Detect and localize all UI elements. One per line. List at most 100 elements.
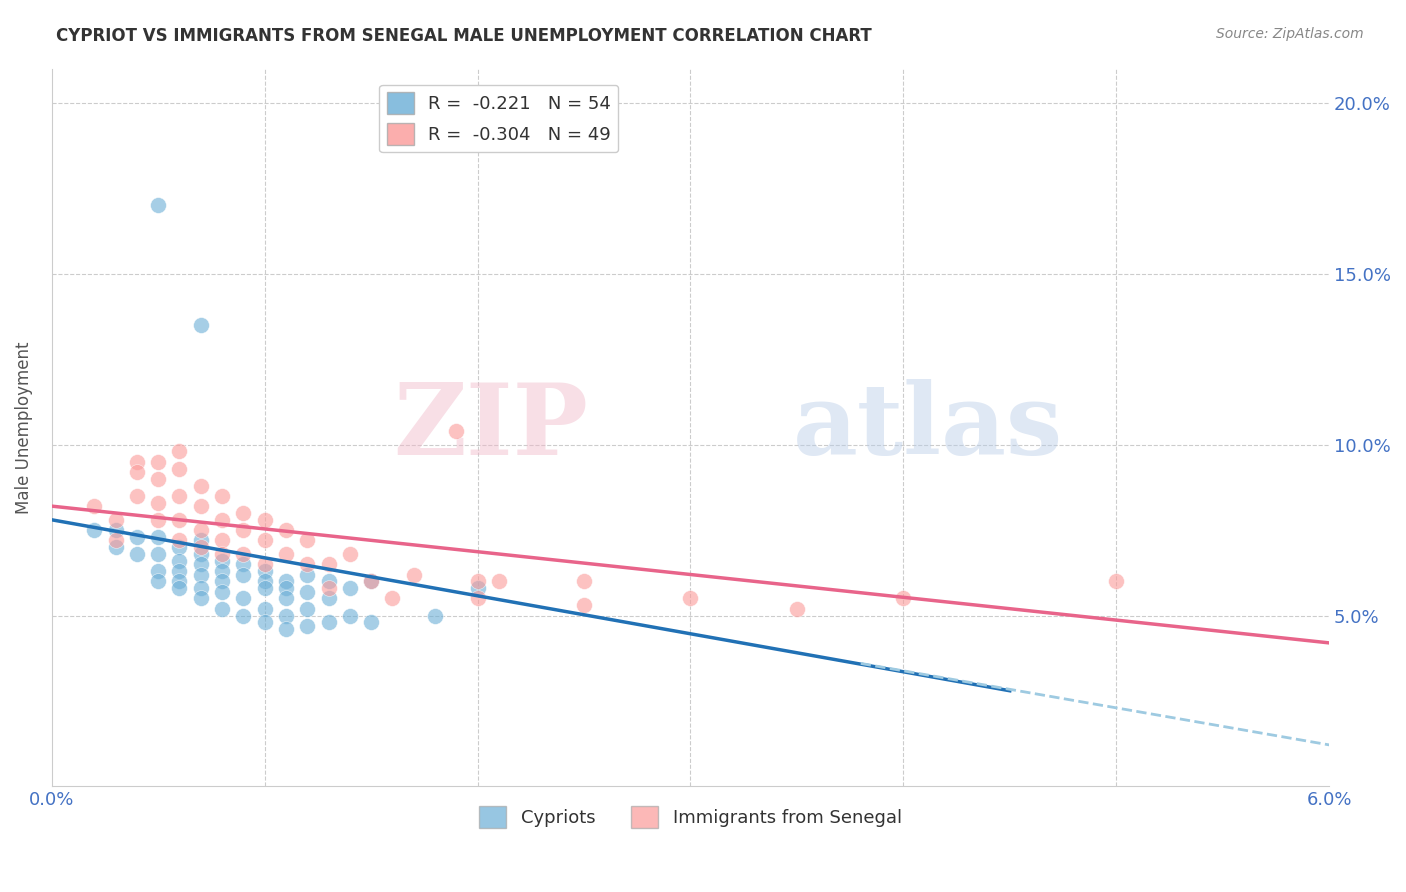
Point [274, 547, 297, 561]
Point [83, 523, 105, 537]
Point [211, 564, 233, 578]
Point [211, 554, 233, 568]
Point [104, 523, 127, 537]
Point [190, 540, 212, 554]
Point [297, 584, 319, 599]
Point [274, 581, 297, 595]
Point [104, 540, 127, 554]
Point [232, 591, 254, 606]
Point [190, 523, 212, 537]
Point [169, 444, 191, 458]
Point [297, 601, 319, 615]
Point [253, 574, 276, 589]
Point [211, 584, 233, 599]
Point [125, 455, 148, 469]
Point [190, 478, 212, 492]
Point [488, 574, 510, 589]
Point [318, 581, 340, 595]
Point [190, 533, 212, 548]
Point [148, 472, 170, 486]
Point [297, 567, 319, 582]
Point [232, 523, 254, 537]
Y-axis label: Male Unemployment: Male Unemployment [15, 342, 32, 514]
Point [274, 523, 297, 537]
Text: atlas: atlas [793, 379, 1063, 476]
Point [190, 547, 212, 561]
Point [402, 567, 425, 582]
Point [253, 533, 276, 548]
Point [169, 581, 191, 595]
Point [318, 591, 340, 606]
Point [572, 574, 595, 589]
Point [125, 489, 148, 503]
Point [423, 608, 446, 623]
Point [190, 558, 212, 572]
Point [148, 455, 170, 469]
Point [125, 547, 148, 561]
Point [339, 581, 361, 595]
Point [446, 424, 468, 438]
Point [125, 530, 148, 544]
Point [148, 574, 170, 589]
Point [148, 547, 170, 561]
Point [211, 601, 233, 615]
Point [104, 533, 127, 548]
Point [274, 608, 297, 623]
Point [891, 591, 914, 606]
Point [297, 619, 319, 633]
Point [211, 489, 233, 503]
Point [232, 608, 254, 623]
Point [190, 581, 212, 595]
Point [169, 461, 191, 475]
Point [148, 564, 170, 578]
Point [211, 533, 233, 548]
Point [125, 465, 148, 479]
Point [297, 533, 319, 548]
Point [190, 499, 212, 513]
Point [253, 615, 276, 630]
Text: ZIP: ZIP [394, 379, 588, 476]
Point [169, 554, 191, 568]
Point [232, 547, 254, 561]
Point [169, 574, 191, 589]
Point [786, 601, 808, 615]
Point [211, 574, 233, 589]
Point [318, 574, 340, 589]
Legend: Cypriots, Immigrants from Senegal: Cypriots, Immigrants from Senegal [472, 798, 910, 835]
Point [232, 558, 254, 572]
Point [381, 591, 404, 606]
Point [679, 591, 702, 606]
Point [148, 198, 170, 212]
Point [467, 581, 489, 595]
Point [253, 581, 276, 595]
Point [467, 591, 489, 606]
Text: CYPRIOT VS IMMIGRANTS FROM SENEGAL MALE UNEMPLOYMENT CORRELATION CHART: CYPRIOT VS IMMIGRANTS FROM SENEGAL MALE … [56, 27, 872, 45]
Point [318, 558, 340, 572]
Point [572, 599, 595, 613]
Point [190, 567, 212, 582]
Point [339, 547, 361, 561]
Point [232, 567, 254, 582]
Point [360, 574, 382, 589]
Point [297, 558, 319, 572]
Point [83, 499, 105, 513]
Text: Source: ZipAtlas.com: Source: ZipAtlas.com [1216, 27, 1364, 41]
Point [190, 318, 212, 332]
Point [232, 506, 254, 520]
Point [169, 564, 191, 578]
Point [190, 591, 212, 606]
Point [211, 513, 233, 527]
Point [274, 622, 297, 636]
Point [253, 564, 276, 578]
Point [104, 513, 127, 527]
Point [148, 513, 170, 527]
Point [274, 591, 297, 606]
Point [169, 540, 191, 554]
Point [467, 574, 489, 589]
Point [360, 615, 382, 630]
Point [169, 489, 191, 503]
Point [169, 533, 191, 548]
Point [360, 574, 382, 589]
Point [1105, 574, 1128, 589]
Point [169, 513, 191, 527]
